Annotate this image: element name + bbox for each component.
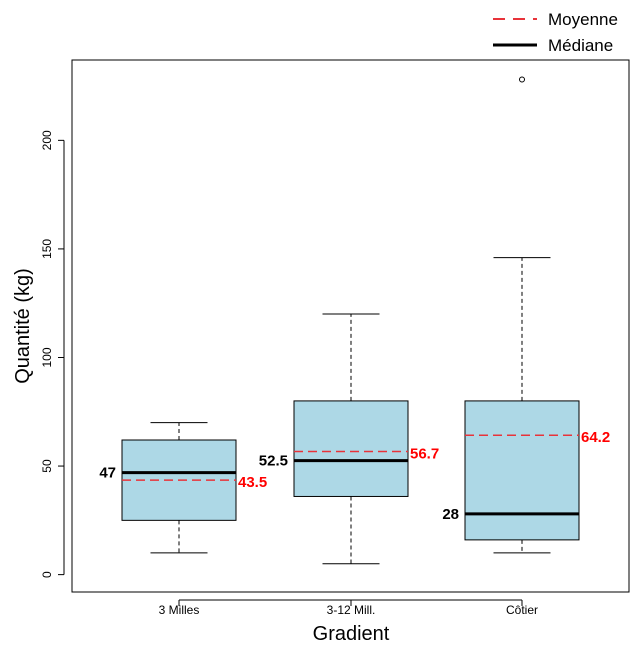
legend-entry: Moyenne [493, 10, 618, 29]
median-value-label: 47 [99, 465, 116, 482]
box-group [293, 313, 409, 565]
x-axis: 3 Milles 3-12 Mill. Côtier [159, 599, 538, 617]
legend: Moyenne Médiane [493, 10, 618, 55]
y-tick-label: 150 [40, 239, 54, 259]
mean-value-label: 56.7 [410, 446, 439, 463]
x-axis-title: Gradient [313, 623, 390, 645]
y-tick-label: 100 [40, 347, 54, 367]
box-group [464, 76, 580, 554]
y-axis-title: Quantité (kg) [12, 268, 34, 384]
value-labels-layer: 47 43.5 52.5 56.7 28 64.2 [99, 429, 610, 523]
box-iqr [464, 400, 580, 541]
x-tick-label: 3-12 Mill. [327, 603, 376, 617]
box-group [121, 422, 237, 554]
x-tick-label: Côtier [506, 603, 538, 617]
median-value-label: 28 [442, 506, 459, 523]
median-value-label: 52.5 [259, 453, 288, 470]
y-tick-label: 200 [40, 130, 54, 150]
box-iqr [293, 400, 409, 497]
outlier-point [519, 76, 525, 83]
y-tick-label: 0 [40, 571, 54, 578]
plot-frame [71, 59, 630, 593]
y-axis: 0 50 100 150 200 [40, 130, 65, 578]
x-tick-label: 3 Milles [159, 603, 200, 617]
mean-value-label: 64.2 [581, 429, 610, 446]
legend-entry: Médiane [493, 36, 613, 55]
legend-label: Moyenne [548, 10, 618, 29]
y-tick-label: 50 [40, 459, 54, 473]
boxes-layer [121, 76, 580, 565]
mean-value-label: 43.5 [238, 474, 267, 491]
legend-label: Médiane [548, 36, 613, 55]
